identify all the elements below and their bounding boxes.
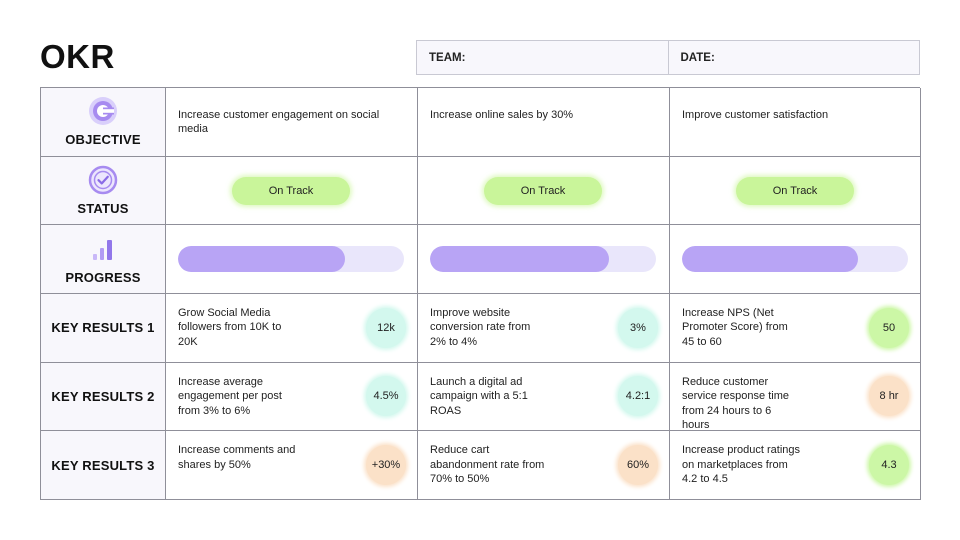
progress-fill <box>178 246 346 273</box>
kr-value-badge: 4.5% <box>366 376 406 417</box>
row-label-text: STATUS <box>77 200 129 216</box>
page-title: OKR <box>40 38 115 75</box>
row-label-text: KEY RESULTS 2 <box>51 388 155 404</box>
kr-text: Improve website conversion rate from 2% … <box>430 306 531 348</box>
team-field[interactable]: TEAM: <box>429 51 466 64</box>
row-label-status: STATUS <box>41 156 166 226</box>
kr-value-badge: 60% <box>618 445 658 486</box>
row-label-kr1: KEY RESULTS 1 <box>41 293 166 363</box>
objective-text-3: Improve customer satisfaction <box>682 109 829 121</box>
row-label-text: OBJECTIVE <box>65 132 141 148</box>
kr-value-badge: 8 hr <box>869 376 909 417</box>
status-badge-2: On Track <box>484 176 602 205</box>
kr-text: Increase average engagement per post fro… <box>178 375 282 417</box>
meta-header: TEAM: DATE: <box>416 40 920 75</box>
bar-chart-icon <box>88 234 118 264</box>
kr-text: Reduce cart abandonment rate from 70% to… <box>430 444 545 486</box>
row-label-kr2: KEY RESULTS 2 <box>41 362 166 432</box>
kr-text: Increase product ratings on marketplaces… <box>682 444 801 486</box>
kr-text: Reduce customer service response time fr… <box>682 375 789 432</box>
date-field[interactable]: DATE: <box>667 41 920 74</box>
row-label-kr3: KEY RESULTS 3 <box>41 431 166 500</box>
row-label-progress: PROGRESS <box>41 225 166 294</box>
row-label-text: KEY RESULTS 3 <box>51 457 155 473</box>
kr-text: Launch a digital ad campaign with a 5:1 … <box>430 375 528 417</box>
kr-value-badge: 50 <box>869 307 909 348</box>
objective-text-1: Increase customer engagement on social m… <box>178 109 380 135</box>
kr-value-badge: 4.3 <box>869 445 909 486</box>
kr-value-badge: 4.2:1 <box>618 376 658 417</box>
row-label-text: KEY RESULTS 1 <box>51 320 155 336</box>
status-badge-1: On Track <box>232 176 350 205</box>
kr-value-badge: 3% <box>618 307 658 348</box>
progress-fill <box>682 246 859 273</box>
kr-value-badge: +30% <box>366 445 406 486</box>
status-badge-3: On Track <box>736 176 854 205</box>
kr-text: Increase NPS (Net Promoter Score) from 4… <box>682 306 788 348</box>
kr-value-badge: 12k <box>366 307 406 348</box>
progress-bar-2 <box>430 246 656 273</box>
progress-bar-1 <box>178 246 404 273</box>
objective-text-2: Increase online sales by 30% <box>430 109 574 121</box>
check-circle-icon <box>88 165 118 195</box>
progress-bar-3 <box>682 246 908 273</box>
okr-table: OBJECTIVE Increase customer engagement o… <box>40 87 921 500</box>
kr-text: Grow Social Media followers from 10K to … <box>178 306 282 348</box>
progress-fill <box>430 246 609 273</box>
kr-text: Increase comments and shares by 50% <box>178 444 296 471</box>
target-c-icon <box>88 96 118 126</box>
row-label-objective: OBJECTIVE <box>41 88 166 157</box>
row-label-text: PROGRESS <box>65 269 141 285</box>
